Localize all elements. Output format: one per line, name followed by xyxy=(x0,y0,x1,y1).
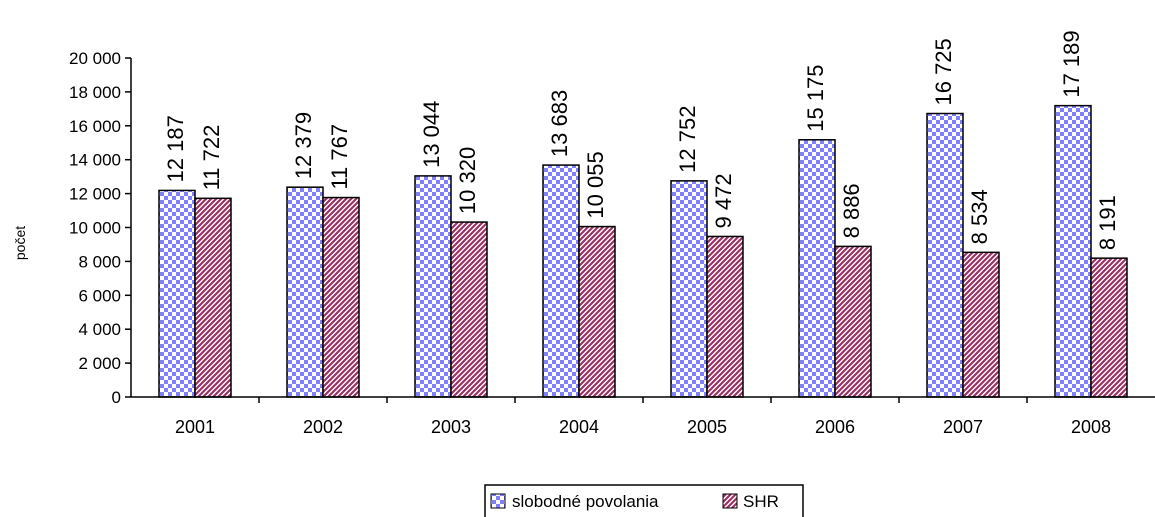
data-label: 12 187 xyxy=(163,115,188,182)
x-tick-label: 2005 xyxy=(687,417,727,437)
data-label: 12 752 xyxy=(675,106,700,173)
legend-box xyxy=(484,484,804,517)
data-label: 10 055 xyxy=(583,151,608,218)
bar-shr xyxy=(450,221,488,398)
y-tick-label: 6 000 xyxy=(78,286,121,305)
bar-shr xyxy=(194,197,232,398)
data-labels: 12 187 11 722 12 379 11 767 13 044 10 320 13 6… xyxy=(163,30,1120,250)
y-tick-label: 14 000 xyxy=(69,151,121,170)
legend: slobodné povolania SHR xyxy=(484,484,804,517)
x-tick-label: 2002 xyxy=(303,417,343,437)
legend-swatch-series-2 xyxy=(722,493,738,509)
y-tick-label: 4 000 xyxy=(78,320,121,339)
bars xyxy=(158,104,1128,398)
legend-label-series-1: slobodné povolania xyxy=(512,492,659,511)
bar-shr xyxy=(1090,257,1128,398)
x-tick-label: 2007 xyxy=(943,417,983,437)
y-axis: 0 2 000 4 000 6 000 8 000 10 000 12 000 14 000 1… xyxy=(69,49,131,407)
y-tick-label: 18 000 xyxy=(69,83,121,102)
bar-shr xyxy=(706,235,744,398)
legend-swatch-series-1 xyxy=(490,493,506,509)
bar-slobodne-povolania xyxy=(798,139,836,398)
x-axis: 2001 2002 2003 2004 2005 2006 2007 2008 xyxy=(175,397,1111,437)
y-axis-title: počet xyxy=(12,226,28,260)
bar-slobodne-povolania xyxy=(158,189,196,398)
bar-slobodne-povolania xyxy=(286,186,324,398)
bar-slobodne-povolania xyxy=(926,112,964,398)
data-label: 10 320 xyxy=(455,147,480,214)
bar-shr xyxy=(578,225,616,398)
bar-shr xyxy=(834,245,872,398)
data-label: 8 886 xyxy=(839,183,864,238)
data-label: 12 379 xyxy=(291,112,316,179)
y-tick-label: 0 xyxy=(112,388,121,407)
bar-slobodne-povolania xyxy=(414,175,452,398)
data-label: 17 189 xyxy=(1059,30,1084,97)
y-tick-label: 2 000 xyxy=(78,354,121,373)
data-label: 9 472 xyxy=(711,173,736,228)
bar-slobodne-povolania xyxy=(542,164,580,398)
legend-label-series-2: SHR xyxy=(743,492,779,511)
data-label: 15 175 xyxy=(803,64,828,131)
bar-shr xyxy=(322,196,360,398)
data-label: 16 725 xyxy=(931,38,956,105)
data-label: 8 191 xyxy=(1095,195,1120,250)
y-tick-label: 8 000 xyxy=(78,252,121,271)
y-tick-label: 10 000 xyxy=(69,219,121,238)
y-tick-label: 16 000 xyxy=(69,117,121,136)
y-tick-label: 12 000 xyxy=(69,185,121,204)
data-label: 11 767 xyxy=(327,124,352,190)
x-tick-label: 2004 xyxy=(559,417,599,437)
y-tick-label: 20 000 xyxy=(69,49,121,68)
x-tick-label: 2003 xyxy=(431,417,471,437)
data-label: 8 534 xyxy=(967,189,992,244)
data-label: 13 683 xyxy=(547,90,572,157)
data-label: 11 722 xyxy=(199,125,224,191)
bar-slobodne-povolania xyxy=(1054,104,1092,398)
bar-slobodne-povolania xyxy=(670,180,708,398)
x-tick-label: 2006 xyxy=(815,417,855,437)
bar-shr xyxy=(962,251,1000,398)
x-tick-label: 2008 xyxy=(1071,417,1111,437)
x-tick-label: 2001 xyxy=(175,417,215,437)
data-label: 13 044 xyxy=(419,101,444,168)
